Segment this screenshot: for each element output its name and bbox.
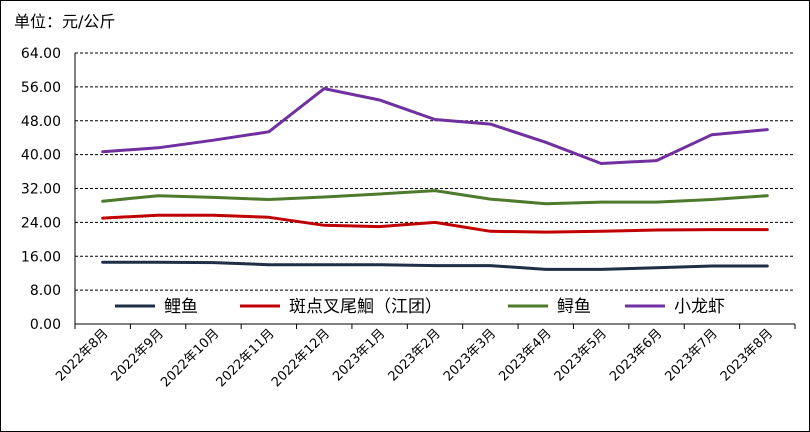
series-lines xyxy=(101,87,769,271)
x-tick-label: 2022年11月 xyxy=(214,326,278,390)
x-tick-label: 2023年2月 xyxy=(386,326,444,384)
x-tick-labels: 2022年8月2022年9月2022年10月2022年11月2022年12月20… xyxy=(53,326,776,390)
series-line-2 xyxy=(101,189,769,206)
y-tick-label: 56.00 xyxy=(21,80,61,96)
x-tick-label: 2023年7月 xyxy=(663,326,721,384)
y-tick-labels: 0.00 8.00 16.00 24.00 32.00 40.00 48.00 56.00 64… xyxy=(21,46,61,333)
y-tick-label: 32.00 xyxy=(21,182,61,198)
legend-label-3: 小龙虾 xyxy=(674,297,725,317)
y-tick-label: 24.00 xyxy=(21,215,61,231)
x-tick-label: 2022年12月 xyxy=(269,326,333,390)
x-tick-label: 2023年8月 xyxy=(718,326,776,384)
y-tick-label: 48.00 xyxy=(21,114,61,130)
series-line-0 xyxy=(101,260,769,271)
series-line-1 xyxy=(101,213,769,234)
y-tick-label: 64.00 xyxy=(21,46,61,62)
gridlines xyxy=(75,52,795,291)
x-tick-label: 2022年8月 xyxy=(53,326,111,384)
x-tick-label: 2023年1月 xyxy=(330,326,388,384)
axes xyxy=(74,53,796,329)
legend-label-1: 斑点叉尾鮰（江团） xyxy=(289,297,442,317)
unit-label: 单位：元/公斤 xyxy=(14,12,116,31)
legend-label-2: 鲟鱼 xyxy=(557,297,591,317)
y-tick-label: 16.00 xyxy=(21,249,61,265)
y-tick-label: 0.00 xyxy=(30,317,61,333)
x-tick-label: 2023年4月 xyxy=(496,326,554,384)
legend-label-0: 鲤鱼 xyxy=(164,297,198,317)
x-tick-label: 2023年6月 xyxy=(607,326,665,384)
x-tick-label: 2023年3月 xyxy=(441,326,499,384)
legend: 鲤鱼 斑点叉尾鮰（江团） 鲟鱼 小龙虾 xyxy=(115,297,725,317)
x-tick-label: 2023年5月 xyxy=(552,326,610,384)
x-tick-label: 2022年10月 xyxy=(158,326,222,390)
y-tick-label: 8.00 xyxy=(30,283,61,299)
y-tick-label: 40.00 xyxy=(21,148,61,164)
series-line-3 xyxy=(101,87,769,165)
x-tick-label: 2022年9月 xyxy=(109,326,167,384)
